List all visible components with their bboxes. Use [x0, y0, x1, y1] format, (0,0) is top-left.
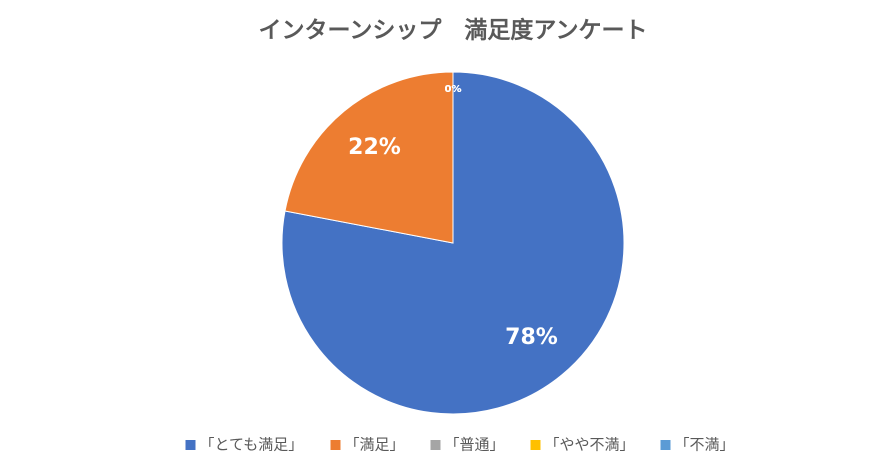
legend-swatch — [330, 440, 341, 450]
legend-label: 「やや不満」 — [545, 436, 635, 454]
legend-swatch — [430, 440, 441, 450]
legend-swatch — [185, 440, 196, 450]
legend-swatch — [660, 440, 671, 450]
data-label: 0% — [445, 84, 462, 95]
data-label: 0% — [445, 84, 462, 95]
legend-swatch — [530, 440, 541, 450]
data-label: 0% — [445, 84, 462, 95]
legend-label: 「満足」 — [345, 436, 405, 454]
legend-label: 「不満」 — [675, 436, 735, 454]
legend-label: 「普通」 — [445, 436, 505, 454]
pie-slice — [281, 71, 625, 415]
data-label: 22% — [348, 135, 401, 160]
legend-label: 「とても満足」 — [200, 436, 304, 454]
data-label: 78% — [505, 325, 558, 350]
pie-slice — [284, 71, 454, 244]
chart-title: インターンシップ 満足度アンケート — [259, 17, 648, 44]
